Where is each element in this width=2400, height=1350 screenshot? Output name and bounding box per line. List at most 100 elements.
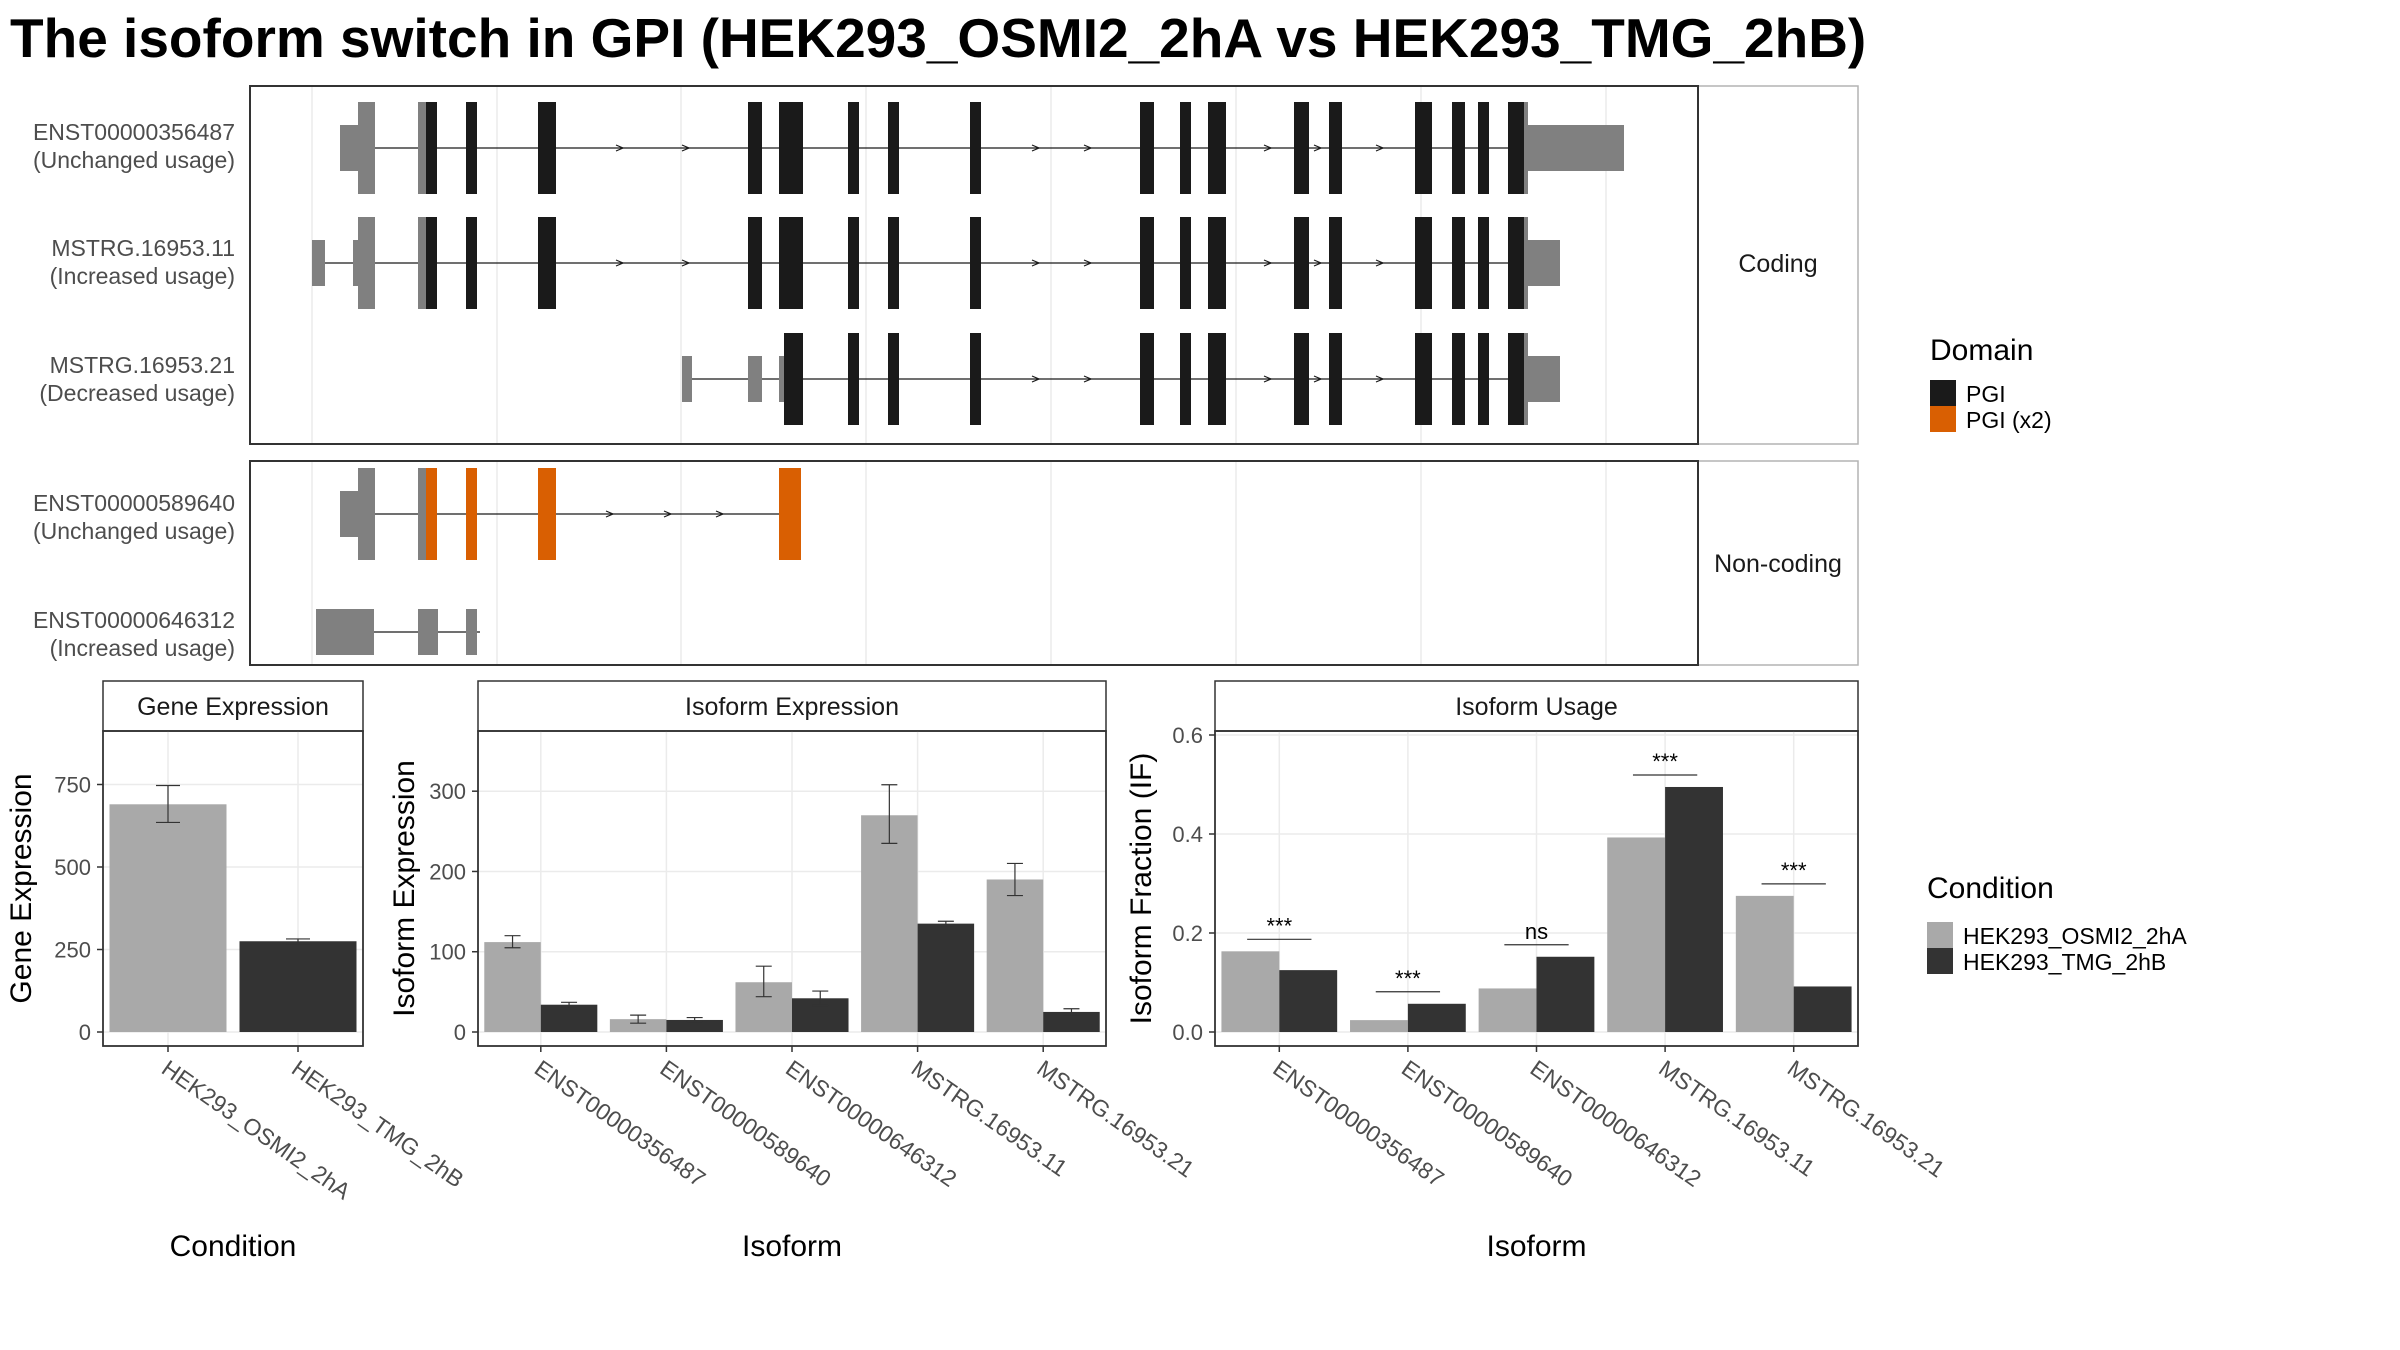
y-tick-label: 0.6: [1172, 723, 1203, 748]
bar: [1478, 988, 1537, 1032]
exon: [1415, 102, 1432, 194]
exon: [848, 217, 859, 309]
legend-label-pgi: PGI: [1966, 381, 2006, 407]
exon: [682, 356, 692, 402]
y-tick-label: 200: [429, 859, 466, 884]
bar: [1607, 837, 1666, 1032]
exon: [779, 102, 803, 194]
bar: [1735, 895, 1794, 1032]
exon: [779, 356, 784, 402]
strand-arrow: [1031, 144, 1041, 152]
exon: [1452, 102, 1465, 194]
strand-arrow: [1031, 375, 1041, 383]
exon: [1294, 217, 1309, 309]
exon: [466, 468, 477, 560]
strand-arrow: [605, 510, 615, 518]
y-tick-label: 0.0: [1172, 1020, 1203, 1045]
exon: [1415, 217, 1432, 309]
isoform-id-label: ENST00000646312: [33, 607, 235, 633]
significance-label: ns: [1525, 919, 1548, 944]
bar: [1043, 1011, 1100, 1032]
isoform-usage-label: (Increased usage): [50, 263, 235, 289]
exon: [748, 102, 762, 194]
domain-legend-title: Domain: [1930, 334, 2033, 367]
exon: [358, 102, 375, 194]
chart-title: Gene Expression: [137, 693, 329, 721]
exon: [784, 333, 803, 425]
exon: [1208, 102, 1226, 194]
isoform-id-label: ENST00000356487: [33, 119, 235, 145]
exon: [316, 609, 374, 655]
strand-arrow: [1083, 144, 1093, 152]
exon: [418, 102, 426, 194]
exon: [358, 468, 375, 560]
isoform-usage-label: (Unchanged usage): [33, 518, 235, 544]
exon: [1180, 102, 1191, 194]
y-tick-label: 100: [429, 940, 466, 965]
bar: [1793, 986, 1852, 1032]
y-tick-label: 0.4: [1172, 822, 1203, 847]
exon: [1524, 217, 1528, 309]
exon: [779, 468, 801, 560]
exon: [466, 609, 477, 655]
exon: [1452, 217, 1465, 309]
strand-arrow: [1313, 375, 1323, 383]
legend-key-condition-a: [1927, 922, 1953, 948]
isoform-id-label: MSTRG.16953.21: [50, 352, 235, 378]
exon: [1478, 333, 1489, 425]
isoform-labels: ENST00000356487 (Unchanged usage) MSTRG.…: [33, 119, 235, 661]
strand-arrow: [1263, 259, 1273, 267]
exon: [1140, 217, 1154, 309]
exon: [426, 217, 437, 309]
legend-label-condition-a: HEK293_OSMI2_2hA: [1963, 923, 2187, 949]
coding-panel-border: [249, 85, 1699, 445]
exon: [538, 217, 556, 309]
exon: [748, 356, 762, 402]
isoform-id-label: MSTRG.16953.11: [51, 235, 235, 261]
exon: [340, 125, 360, 171]
bar: [917, 923, 975, 1032]
y-axis-label: Isoform Expression: [388, 760, 421, 1017]
y-tick-label: 500: [54, 855, 91, 880]
strand-arrow: [663, 510, 673, 518]
strand-arrow: [1263, 144, 1273, 152]
exon: [418, 609, 438, 655]
exon: [1294, 333, 1309, 425]
exon: [1508, 217, 1524, 309]
exon: [340, 491, 360, 537]
exon: [848, 102, 859, 194]
bar: [109, 804, 227, 1032]
isoform-usage-label: (Increased usage): [50, 635, 235, 661]
exon: [1508, 102, 1524, 194]
panel-border: [102, 730, 364, 1047]
strand-arrow: [615, 259, 625, 267]
exon: [1478, 102, 1489, 194]
exon: [312, 240, 325, 286]
coding-strip: [1697, 85, 1859, 445]
noncoding-transcripts: [316, 468, 801, 655]
exon: [970, 217, 981, 309]
strand-arrow: [1263, 375, 1273, 383]
exon: [353, 240, 360, 286]
exon: [466, 102, 477, 194]
coding-grid: [311, 87, 1607, 443]
exon: [970, 102, 981, 194]
y-tick-label: 750: [54, 773, 91, 798]
y-tick-label: 300: [429, 779, 466, 804]
bar: [609, 1019, 667, 1032]
exon: [1528, 356, 1560, 402]
y-tick-label: 0: [79, 1020, 91, 1045]
exon: [1528, 125, 1624, 171]
legend-label-condition-b: HEK293_TMG_2hB: [1963, 949, 2166, 975]
legend-key-pgi: [1930, 380, 1956, 406]
strand-arrow: [1375, 375, 1385, 383]
strand-arrow: [1083, 375, 1093, 383]
strand-arrow: [681, 259, 691, 267]
bar: [239, 941, 357, 1032]
exon: [418, 217, 426, 309]
exon: [1140, 333, 1154, 425]
x-axis-label: Isoform: [742, 1230, 842, 1263]
domain-legend: Domain PGI PGI (x2): [1930, 334, 2052, 433]
noncoding-grid: [311, 462, 1607, 664]
